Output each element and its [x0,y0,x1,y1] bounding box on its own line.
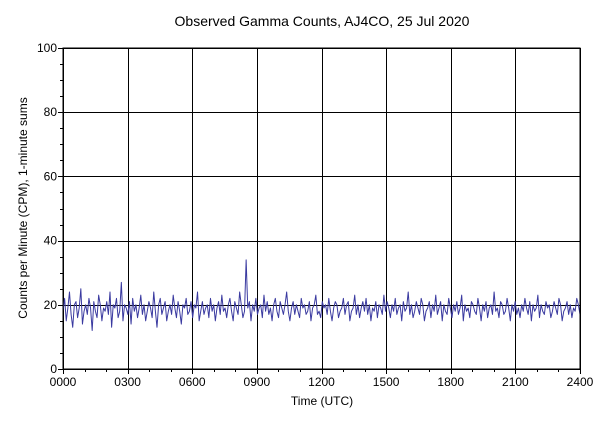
x-tick-label: 0000 [50,375,77,389]
x-tick-label: 0900 [244,375,271,389]
x-axis-label: Time (UTC) [291,394,353,408]
x-tick-label: 0600 [179,375,206,389]
x-tick-label: 1500 [373,375,400,389]
axis-ticks [58,48,581,374]
series-line [62,259,581,331]
plot-frame [62,47,581,370]
y-tick-label: 60 [44,169,58,183]
y-tick-label: 0 [50,362,57,376]
y-tick-label: 100 [37,41,57,55]
x-tick-labels: 0000 0300 0600 0900 1200 1500 1800 2100 2400 [50,375,594,389]
chart-title: Observed Gamma Counts, AJ4CO, 25 Jul 202… [175,13,470,29]
y-tick-label: 40 [44,234,58,248]
x-tick-label: 2100 [502,375,529,389]
y-tick-label: 80 [44,105,58,119]
x-tick-label: 1800 [437,375,464,389]
y-tick-label: 20 [44,298,58,312]
x-tick-label: 0300 [114,375,141,389]
y-tick-labels: 0 20 40 60 80 100 [37,41,57,376]
y-axis-label: Counts per Minute (CPM), 1-minute sums [16,97,30,318]
x-tick-label: 2400 [567,375,594,389]
grid-lines [63,48,581,370]
x-tick-label: 1200 [308,375,335,389]
plot-area [63,48,580,369]
